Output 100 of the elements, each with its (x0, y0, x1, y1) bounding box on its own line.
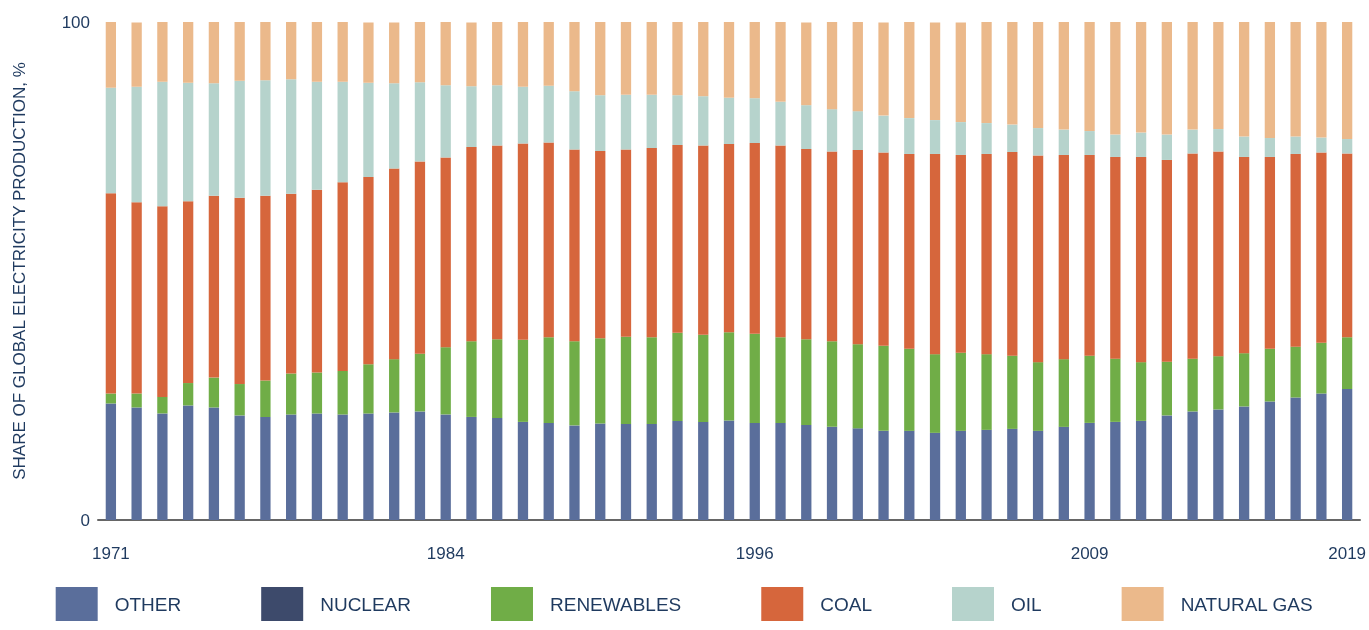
bar (389, 168, 400, 360)
bar (620, 336, 632, 424)
legend-label: COAL (820, 593, 873, 615)
bar (1341, 139, 1353, 154)
bar (414, 353, 426, 412)
bar (698, 421, 709, 520)
x-tick-label: 1984 (426, 544, 465, 563)
bar (517, 421, 529, 520)
bar (1058, 22, 1069, 130)
bar (569, 91, 580, 150)
bar (569, 425, 580, 520)
bar (955, 22, 966, 123)
bar (1238, 406, 1250, 520)
bar (1316, 342, 1327, 394)
bar (929, 432, 941, 520)
bar (1161, 134, 1172, 160)
bar (826, 151, 838, 342)
bar (466, 147, 477, 342)
bar (1238, 136, 1250, 157)
bar (775, 422, 786, 520)
bar (234, 197, 245, 385)
bar (672, 145, 683, 333)
bar (1007, 428, 1018, 520)
bar (878, 152, 889, 346)
bar (929, 120, 941, 154)
bar (543, 22, 554, 86)
bar (569, 341, 580, 426)
bar (1290, 346, 1301, 398)
bar (698, 334, 709, 422)
bar (1316, 393, 1327, 520)
bar (749, 422, 760, 520)
bar (131, 86, 142, 203)
bar (1135, 22, 1147, 133)
bar (543, 85, 554, 143)
bar (904, 153, 915, 349)
bar (595, 338, 606, 424)
bar (1187, 411, 1198, 520)
bar (1110, 22, 1121, 135)
bar (517, 339, 529, 422)
legend-label: OTHER (114, 593, 182, 615)
bar (286, 193, 297, 374)
bar (826, 22, 838, 110)
bar (260, 22, 271, 81)
bar (929, 354, 941, 433)
bar (182, 405, 194, 520)
bar (1316, 22, 1327, 138)
bar (1058, 129, 1069, 155)
bar (1161, 22, 1172, 135)
bar (363, 364, 374, 414)
bar (286, 79, 297, 194)
bar (981, 123, 992, 154)
bar (723, 97, 735, 145)
y-tick-label: 100 (61, 12, 90, 32)
bar (543, 422, 554, 520)
bar (1213, 409, 1224, 520)
bar (389, 83, 400, 169)
bar (852, 149, 863, 345)
bar (208, 407, 220, 520)
bar (672, 420, 683, 520)
bar (414, 82, 426, 162)
bar (1187, 358, 1198, 412)
bar (1213, 151, 1224, 357)
bar (929, 153, 941, 355)
bar (1213, 356, 1224, 410)
legend-label: NUCLEAR (320, 593, 412, 615)
bar (492, 339, 503, 418)
bar (1058, 154, 1069, 360)
bar (363, 413, 374, 520)
bar (1084, 131, 1095, 155)
bar (1341, 153, 1353, 338)
bar (105, 87, 117, 194)
bar (1032, 128, 1044, 156)
bar (1135, 420, 1147, 520)
y-tick-label: 0 (80, 510, 90, 530)
bar (672, 95, 683, 146)
bar (440, 22, 451, 86)
bar (1110, 156, 1121, 359)
bar (131, 22, 142, 87)
bar (1084, 355, 1095, 423)
bar (157, 81, 168, 207)
bar (1264, 138, 1276, 157)
bar (904, 118, 915, 154)
bar (543, 337, 554, 423)
bar (749, 143, 760, 334)
bar (1238, 22, 1250, 137)
bar (1007, 355, 1018, 429)
bar (955, 154, 966, 353)
bar (595, 150, 606, 339)
bar (466, 341, 477, 417)
bar (1341, 389, 1353, 520)
bar (466, 86, 477, 147)
bar (698, 22, 709, 97)
bar (389, 22, 400, 84)
bar (981, 354, 992, 430)
bar (440, 414, 451, 520)
bar (775, 337, 786, 423)
bar (955, 352, 966, 431)
bar (723, 144, 735, 333)
bar (260, 380, 271, 417)
bar (131, 202, 142, 394)
